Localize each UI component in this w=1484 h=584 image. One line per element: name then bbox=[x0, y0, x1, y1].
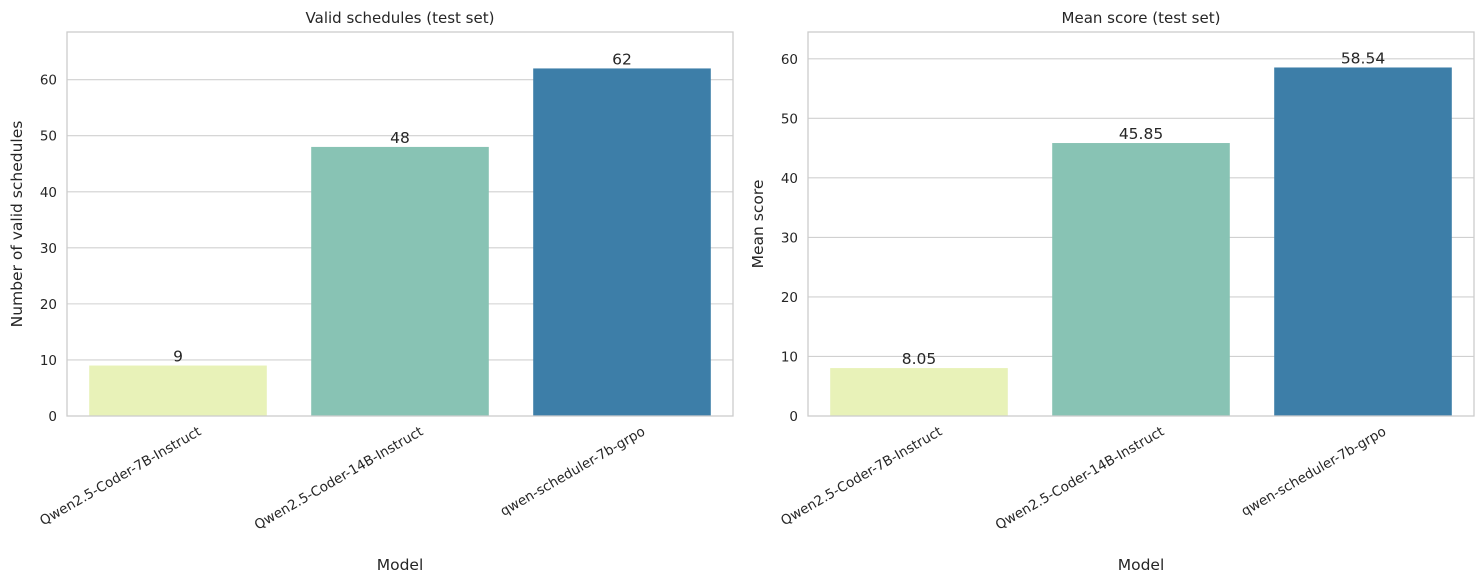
bar bbox=[830, 368, 1008, 416]
x-tick-label: qwen-scheduler-7b-grpo bbox=[498, 424, 648, 520]
bar bbox=[89, 365, 267, 416]
bar bbox=[1052, 143, 1230, 416]
x-tick-label: Qwen2.5-Coder-7B-Instruct bbox=[37, 424, 204, 530]
bar-value-label: 48 bbox=[390, 129, 410, 147]
y-tick-label: 60 bbox=[781, 52, 798, 68]
chart-panel-1: 9 48 62 0 10 20 30 40 50 60 Qwen2.5-Coder-7B-Instr… bbox=[8, 9, 734, 574]
bar-value-label: 58.54 bbox=[1341, 49, 1385, 67]
bar-value-label: 9 bbox=[173, 348, 183, 366]
y-tick-label: 60 bbox=[40, 73, 57, 89]
y-tick-label: 0 bbox=[789, 409, 798, 425]
chart-title: Mean score (test set) bbox=[1062, 9, 1221, 27]
y-tick-label: 40 bbox=[40, 185, 57, 201]
y-axis-label: Number of valid schedules bbox=[8, 121, 26, 328]
y-tick-label: 30 bbox=[40, 241, 57, 257]
y-tick-label: 50 bbox=[40, 129, 57, 145]
y-tick-label: 10 bbox=[40, 353, 57, 369]
x-tick-label: Qwen2.5-Coder-14B-Instruct bbox=[252, 424, 426, 534]
y-tick-label: 20 bbox=[40, 297, 57, 313]
y-tick-label: 10 bbox=[781, 349, 798, 365]
y-tick-label: 50 bbox=[781, 111, 798, 127]
x-axis-label: Model bbox=[377, 556, 424, 574]
bar-value-label: 45.85 bbox=[1119, 125, 1163, 143]
chart-panel-2: 8.05 45.85 58.54 0 10 20 30 40 50 60 Qwen2.5-Coder… bbox=[749, 9, 1475, 574]
plot-frame bbox=[807, 31, 1475, 417]
x-tick-label: qwen-scheduler-7b-grpo bbox=[1239, 424, 1389, 520]
y-tick-label: 30 bbox=[781, 230, 798, 246]
bar-value-label: 62 bbox=[612, 50, 632, 68]
y-tick-label: 0 bbox=[48, 409, 57, 425]
x-axis-label: Model bbox=[1118, 556, 1165, 574]
y-axis-label: Mean score bbox=[749, 180, 767, 269]
x-tick-label: Qwen2.5-Coder-7B-Instruct bbox=[778, 424, 945, 530]
x-tick-label: Qwen2.5-Coder-14B-Instruct bbox=[993, 424, 1167, 534]
bar-value-label: 8.05 bbox=[902, 350, 937, 368]
y-tick-label: 20 bbox=[781, 290, 798, 306]
y-tick-label: 40 bbox=[781, 171, 798, 187]
plot-frame bbox=[66, 31, 734, 417]
bar bbox=[533, 68, 711, 416]
bar bbox=[311, 146, 489, 416]
chart-title: Valid schedules (test set) bbox=[306, 9, 495, 27]
bar bbox=[1274, 67, 1452, 416]
